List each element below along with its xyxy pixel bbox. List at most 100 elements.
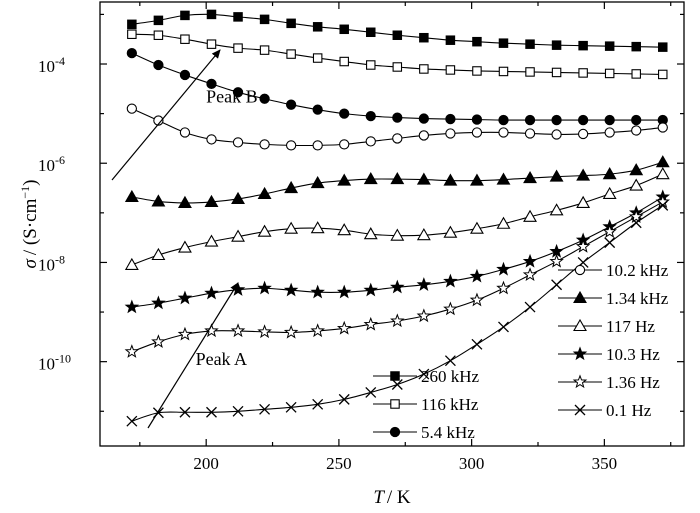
y-tick-label: 10-4 [38, 54, 65, 76]
y-tick-base: 10 [38, 156, 55, 175]
data-point [551, 67, 562, 78]
data-point [177, 326, 193, 341]
data-point [366, 60, 376, 70]
data-point [418, 130, 430, 141]
y-tick-label: 10-6 [38, 153, 65, 175]
data-point [445, 128, 456, 139]
data-point [602, 186, 617, 200]
data-point [444, 355, 456, 367]
data-point [365, 110, 376, 122]
legend-entry: 260 kHz [373, 367, 480, 386]
data-point [416, 308, 432, 323]
series-1-36-hz [124, 194, 671, 358]
data-point [392, 133, 403, 144]
data-point [233, 43, 243, 53]
legend-label: 116 kHz [421, 395, 479, 414]
data-point [498, 321, 509, 333]
data-point [339, 24, 349, 35]
data-point [445, 35, 456, 45]
data-point [630, 217, 642, 229]
data-point [126, 47, 138, 59]
data-point [578, 40, 588, 51]
data-point [312, 398, 324, 410]
data-point [206, 9, 217, 20]
data-point [310, 323, 325, 338]
data-point [177, 240, 192, 253]
x-tick-label: 350 [592, 454, 618, 473]
data-point [124, 344, 140, 358]
legend-label: 260 kHz [421, 367, 480, 386]
data-point [416, 228, 431, 241]
data-point [127, 19, 137, 30]
data-point [524, 301, 536, 313]
data-point [658, 42, 668, 52]
data-point [153, 115, 164, 126]
data-point [658, 69, 668, 80]
data-point [576, 195, 591, 208]
y-axis-unit-close: ) [20, 180, 41, 186]
data-point [390, 313, 405, 328]
y-axis-unit: / (S·cm [20, 198, 41, 255]
data-point [231, 229, 245, 242]
legend-label: 1.34 kHz [606, 289, 669, 308]
data-point [232, 137, 244, 148]
legend-entry: 0.1 Hz [558, 401, 652, 420]
legend-marker [390, 371, 400, 381]
data-point [418, 113, 430, 124]
y-axis-unit-exp: −1 [18, 186, 32, 199]
data-point [445, 65, 456, 75]
legend-marker [573, 290, 587, 304]
data-point [416, 277, 432, 291]
y-tick-base: 10 [38, 355, 55, 374]
data-point [283, 282, 299, 297]
data-point [339, 139, 350, 150]
data-point [469, 173, 484, 186]
y-axis-var: σ [20, 258, 41, 268]
data-point [363, 227, 378, 240]
annotation-label: Peak B [206, 87, 258, 107]
data-point [338, 393, 350, 405]
data-point [498, 66, 509, 77]
data-point [392, 112, 403, 123]
data-point [443, 173, 458, 186]
data-point [578, 68, 588, 78]
data-point [259, 14, 270, 25]
data-point [471, 127, 483, 138]
data-point [257, 224, 272, 237]
data-point [151, 295, 166, 310]
x-axis-var: T [373, 487, 385, 508]
data-point [206, 134, 217, 145]
annotation-label: Peak A [196, 349, 248, 369]
data-point [284, 221, 299, 234]
legend-entry: 10.2 kHz [558, 261, 669, 280]
series-group [124, 9, 671, 427]
data-point [629, 163, 644, 176]
legend-label: 10.3 Hz [606, 345, 660, 364]
plot-frame [99, 1, 685, 447]
legend-marker [573, 318, 587, 332]
data-point [524, 114, 536, 126]
data-point [257, 186, 272, 200]
y-tick-base: 10 [38, 57, 55, 76]
data-point [523, 209, 537, 222]
data-point [126, 415, 138, 427]
data-point [259, 45, 270, 55]
legend-entry: 117 Hz [558, 317, 655, 336]
y-tick-base: 10 [38, 255, 55, 274]
data-point [124, 257, 139, 270]
data-point [575, 238, 591, 253]
data-point [551, 40, 562, 50]
x-tick-label: 300 [459, 454, 485, 473]
data-point [496, 261, 511, 276]
data-point [628, 209, 644, 223]
data-point [469, 221, 484, 234]
legend-entry: 1.34 kHz [558, 289, 669, 308]
data-point [153, 30, 164, 40]
data-point [179, 69, 191, 81]
data-point [151, 194, 166, 207]
series-116-khz [127, 29, 668, 80]
data-point [259, 403, 271, 415]
data-point [284, 180, 299, 194]
data-point [230, 323, 246, 338]
